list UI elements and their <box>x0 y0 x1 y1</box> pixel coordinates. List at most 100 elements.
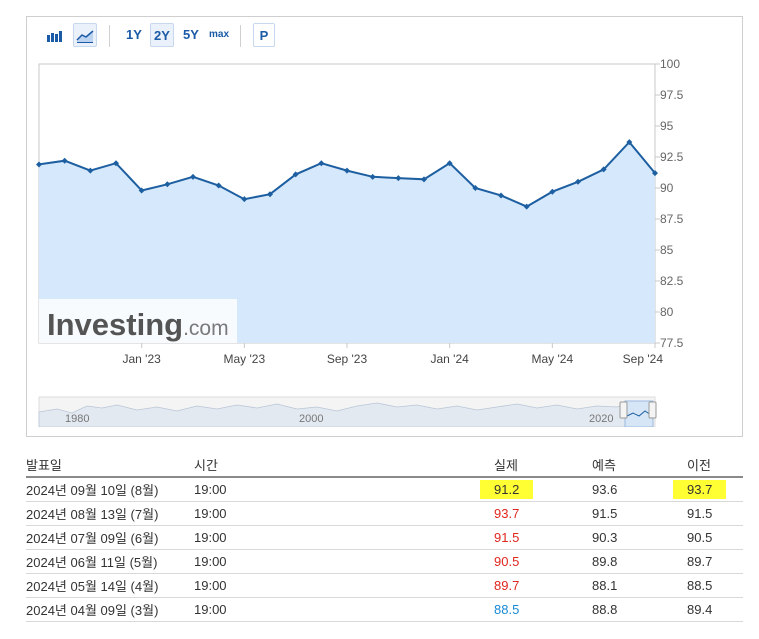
header-actual: 실제 <box>494 452 592 478</box>
row-actual: 91.2 <box>480 480 534 499</box>
row-date: 2024년 06월 11일 (5월) <box>26 549 194 574</box>
row-date: 2024년 05월 14일 (4월) <box>26 573 194 598</box>
header-forecast: 예측 <box>592 452 687 478</box>
header-previous: 이전 <box>687 452 743 478</box>
series-layer <box>36 139 658 343</box>
watermark-backdrop <box>39 299 237 343</box>
x-tick-label: Jan '24 <box>431 352 470 366</box>
row-time: 19:00 <box>194 477 494 502</box>
x-tick-label: Sep '23 <box>327 352 368 366</box>
header-date: 발표일 <box>26 452 194 478</box>
navigator-label-2000: 2000 <box>299 413 323 425</box>
data-point-2023-07[interactable] <box>292 171 299 178</box>
navigator-label-1980: 1980 <box>65 413 89 425</box>
results-table: 발표일 시간 실제 예측 이전 2024년 09월 10일 (8월) 19:00… <box>26 452 743 622</box>
data-point-2023-05[interactable] <box>241 196 248 203</box>
data-point-2024-07[interactable] <box>600 166 607 173</box>
toolbar-divider <box>240 25 241 47</box>
data-point-2023-12[interactable] <box>421 176 427 183</box>
row-forecast: 93.6 <box>592 477 687 502</box>
row-time: 19:00 <box>194 597 494 622</box>
data-point-2023-04[interactable] <box>215 182 222 189</box>
row-time: 19:00 <box>194 501 494 526</box>
y-tick-label: 85 <box>660 243 674 257</box>
row-time: 19:00 <box>194 549 494 574</box>
p-button[interactable]: P <box>253 23 275 47</box>
range-max-button[interactable]: max <box>208 29 229 40</box>
data-point-2023-02[interactable] <box>164 181 171 188</box>
data-point-2024-01[interactable] <box>446 160 453 167</box>
table-row: 2024년 05월 14일 (4월) 19:00 89.7 88.1 88.5 <box>26 573 743 598</box>
data-point-2023-11[interactable] <box>395 175 402 182</box>
row-actual: 90.5 <box>494 549 592 574</box>
x-tick-label: Jan '23 <box>123 352 162 366</box>
table-header-row: 발표일 시간 실제 예측 이전 <box>26 452 743 478</box>
row-actual: 89.7 <box>494 573 592 598</box>
data-point-2023-08[interactable] <box>318 160 325 167</box>
table-row: 2024년 08월 13일 (7월) 19:00 93.7 91.5 91.5 <box>26 501 743 526</box>
y-tick-label: 77.5 <box>660 336 684 350</box>
bar-chart-icon-graphic <box>47 31 62 42</box>
row-date: 2024년 08월 13일 (7월) <box>26 501 194 526</box>
y-tick-label: 100 <box>660 57 680 71</box>
y-tick-label: 80 <box>660 305 674 319</box>
y-tick-label: 87.5 <box>660 212 684 226</box>
watermark-brand: Investing.com <box>47 307 229 342</box>
range-2y-button[interactable]: 2Y <box>150 23 174 47</box>
data-point-2023-09[interactable] <box>344 167 350 174</box>
data-point-2022-10[interactable] <box>61 157 68 164</box>
x-tick-label: May '24 <box>532 352 574 366</box>
table-row: 2024년 04월 09일 (3월) 19:00 88.5 88.8 89.4 <box>26 597 743 622</box>
navigator-label-2020: 2020 <box>589 413 613 425</box>
navigator-right-handle[interactable] <box>648 401 657 419</box>
row-date: 2024년 07월 09일 (6월) <box>26 525 194 550</box>
bar-chart-icon[interactable] <box>43 23 67 47</box>
header-time: 시간 <box>194 452 494 478</box>
row-previous-cell: 93.7 <box>673 477 743 502</box>
y-axis: 100 97.5 95 92.5 90 87.5 85 82.5 80 77.5 <box>655 57 684 350</box>
table-row: 2024년 07월 09일 (6월) 19:00 91.5 90.3 90.5 <box>26 525 743 550</box>
x-axis: Jan '23 May '23 Sep '23 Jan '24 May '24 Sep '… <box>123 343 663 366</box>
navigator[interactable]: 1980 2000 2020 <box>38 396 657 427</box>
row-forecast: 89.8 <box>592 549 687 574</box>
row-actual: 93.7 <box>494 501 592 526</box>
row-actual: 91.5 <box>494 525 592 550</box>
navigator-left-handle[interactable] <box>619 401 628 419</box>
data-point-2023-01[interactable] <box>138 187 145 194</box>
x-tick-label: May '23 <box>224 352 266 366</box>
row-forecast: 91.5 <box>592 501 687 526</box>
row-previous: 89.4 <box>687 597 743 622</box>
data-point-2024-05[interactable] <box>549 188 556 195</box>
row-time: 19:00 <box>194 573 494 598</box>
data-point-2024-09[interactable] <box>652 170 658 177</box>
data-point-2024-06[interactable] <box>575 178 581 185</box>
data-point-2024-03[interactable] <box>498 192 504 199</box>
row-date: 2024년 09월 10일 (8월) <box>26 477 194 502</box>
row-date: 2024년 04월 09일 (3월) <box>26 597 194 622</box>
y-tick-label: 82.5 <box>660 274 684 288</box>
data-point-2022-09[interactable] <box>36 161 42 168</box>
data-point-2023-10[interactable] <box>369 173 376 180</box>
series-area <box>39 142 655 343</box>
y-tick-label: 92.5 <box>660 150 684 164</box>
row-time: 19:00 <box>194 525 494 550</box>
data-point-2022-12[interactable] <box>113 160 119 167</box>
range-5y-button[interactable]: 5Y <box>183 27 199 42</box>
data-point-2024-08[interactable] <box>626 139 633 146</box>
row-forecast: 88.8 <box>592 597 687 622</box>
row-actual: 88.5 <box>494 597 592 622</box>
row-previous: 91.5 <box>687 501 743 526</box>
data-point-2023-03[interactable] <box>190 173 196 180</box>
toolbar-divider <box>109 25 110 47</box>
row-previous: 93.7 <box>673 480 727 499</box>
row-previous: 89.7 <box>687 549 743 574</box>
area-chart-icon[interactable] <box>73 23 97 47</box>
row-forecast: 90.3 <box>592 525 687 550</box>
range-1y-button[interactable]: 1Y <box>126 27 142 42</box>
data-point-2024-02[interactable] <box>472 185 479 191</box>
data-point-2023-06[interactable] <box>267 191 273 198</box>
main-chart: Investing.com 100 97.5 95 92.5 90 87.5 85 82.5 8… <box>36 57 684 427</box>
data-point-2022-11[interactable] <box>87 167 94 174</box>
data-point-2024-04[interactable] <box>523 203 530 210</box>
y-tick-label: 95 <box>660 119 674 133</box>
